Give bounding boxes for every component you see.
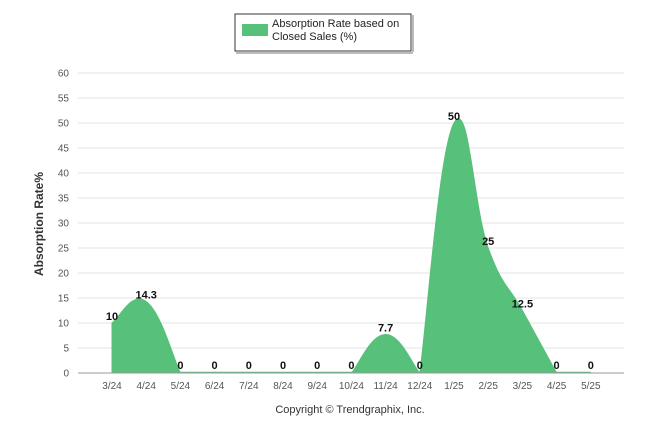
legend-shadow	[412, 15, 414, 52]
data-label: 0	[554, 360, 560, 372]
data-label: 0	[246, 360, 252, 372]
x-tick-label: 3/25	[513, 381, 533, 392]
data-label: 0	[212, 360, 218, 372]
x-tick-label: 4/25	[547, 381, 567, 392]
data-label: 12.5	[512, 299, 533, 311]
data-label: 50	[448, 111, 460, 123]
y-tick-label: 10	[58, 319, 70, 330]
y-tick-labels: 0 5 10 15 20 25 30 35 40 45 50 55 60	[58, 69, 70, 380]
y-tick-label: 55	[58, 94, 70, 105]
legend-label-line1: Absorption Rate based on	[272, 18, 399, 30]
y-tick-label: 35	[58, 194, 70, 205]
x-tick-label: 10/24	[339, 381, 364, 392]
series-area	[350, 333, 421, 374]
legend: Absorption Rate based on Closed Sales (%…	[234, 13, 414, 54]
legend-shadow-bottom	[236, 52, 413, 54]
y-tick-label: 45	[58, 144, 70, 155]
series-area	[111, 298, 182, 374]
legend-swatch	[242, 24, 268, 36]
y-tick-label: 20	[58, 269, 70, 280]
gridlines	[78, 72, 624, 349]
y-axis-title: Absorption Rate%	[32, 172, 46, 276]
x-tick-label: 7/24	[239, 381, 259, 392]
y-tick-label: 0	[63, 369, 69, 380]
y-tick-label: 40	[58, 169, 70, 180]
series-area-layer	[111, 118, 591, 374]
x-tick-label: 5/25	[581, 381, 601, 392]
y-tick-label: 60	[58, 69, 70, 80]
x-tick-label: 12/24	[407, 381, 432, 392]
x-tick-labels: 3/24 4/24 5/24 6/24 7/24 8/24 9/24 10/24 11/24 12…	[102, 381, 601, 392]
y-tick-label: 50	[58, 119, 70, 130]
data-label: 0	[588, 360, 594, 372]
y-tick-label: 5	[63, 344, 69, 355]
data-label: 0	[417, 360, 423, 372]
copyright-footer: Copyright © Trendgraphix, Inc.	[275, 404, 424, 416]
data-label: 0	[280, 360, 286, 372]
data-label: 25	[482, 236, 494, 248]
data-label: 0	[177, 360, 183, 372]
x-tick-label: 4/24	[136, 381, 156, 392]
x-tick-label: 9/24	[307, 381, 327, 392]
data-label: 7.7	[378, 323, 393, 335]
x-tick-label: 1/25	[444, 381, 464, 392]
x-tick-label: 6/24	[205, 381, 225, 392]
y-tick-label: 15	[58, 294, 70, 305]
y-tick-label: 30	[58, 219, 70, 230]
data-labels: 10 14.3 0 0 0 0 0 0 7.7 0 50 25 12.5 0 0	[106, 111, 594, 372]
y-tick-label: 25	[58, 244, 70, 255]
legend-label-line2: Closed Sales (%)	[272, 31, 357, 43]
x-tick-label: 5/24	[171, 381, 191, 392]
x-tick-label: 11/24	[373, 381, 398, 392]
x-tick-label: 8/24	[273, 381, 293, 392]
x-tick-label: 3/24	[102, 381, 122, 392]
data-label: 10	[106, 311, 118, 323]
x-tick-label: 2/25	[478, 381, 498, 392]
data-label: 0	[348, 360, 354, 372]
data-label: 14.3	[135, 290, 156, 302]
series-area	[419, 118, 558, 374]
data-label: 0	[314, 360, 320, 372]
